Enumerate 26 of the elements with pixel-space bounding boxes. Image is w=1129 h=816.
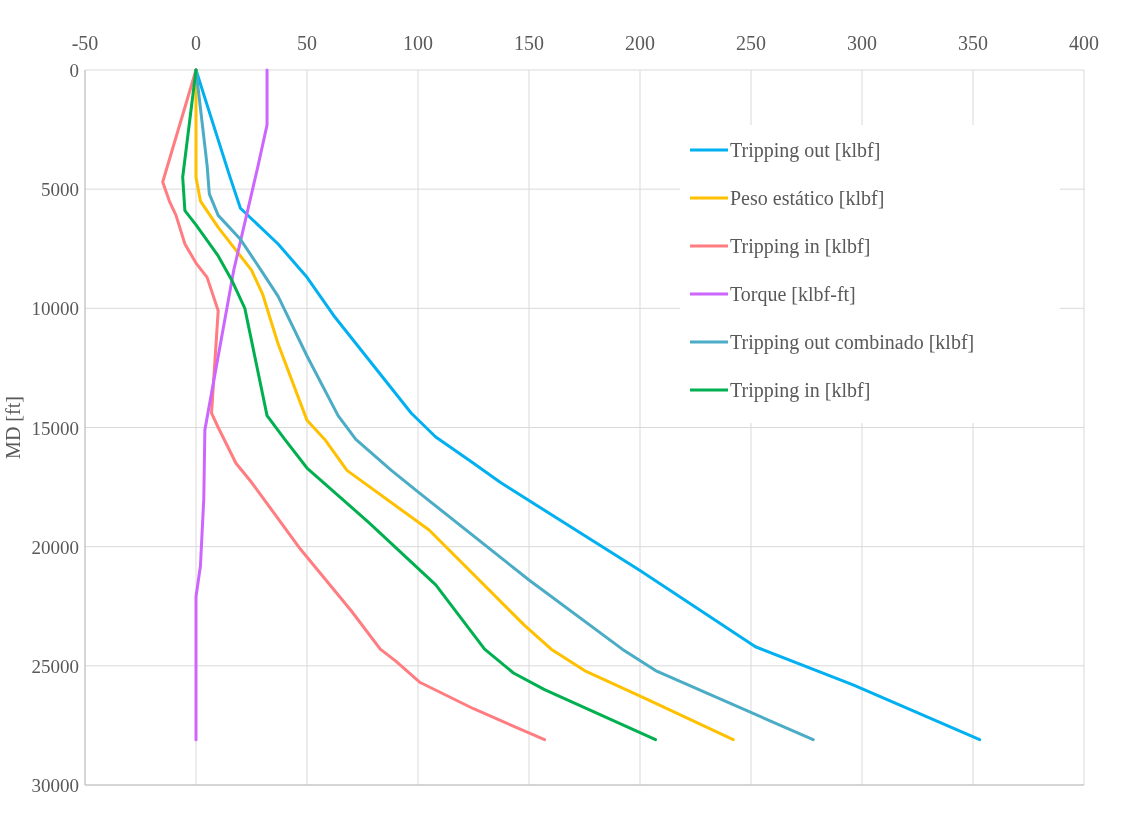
x-tick-label: 350 — [958, 32, 988, 54]
x-tick-label: 150 — [514, 32, 544, 54]
x-tick-label: 200 — [625, 32, 655, 54]
x-tick-label: 400 — [1069, 32, 1099, 54]
legend-label: Peso estático [klbf] — [730, 187, 885, 209]
legend-label: Tripping in [klbf] — [730, 379, 871, 402]
legend-label: Tripping out [klbf] — [730, 139, 881, 162]
y-tick-label: 15000 — [31, 417, 79, 439]
y-axis-title: MD [ft] — [2, 396, 24, 459]
x-tick-label: 300 — [847, 32, 877, 54]
y-tick-label: 5000 — [41, 179, 79, 201]
y-tick-label: 10000 — [31, 298, 79, 320]
legend-label: Tripping out combinado [klbf] — [730, 331, 975, 354]
y-tick-label: 30000 — [31, 775, 79, 796]
x-tick-label: 250 — [736, 32, 766, 54]
x-tick-label: 100 — [403, 32, 433, 54]
y-tick-label: 0 — [69, 60, 79, 81]
y-tick-label: 25000 — [31, 655, 79, 677]
line-series — [194, 68, 269, 742]
x-tick-label: -50 — [71, 32, 99, 54]
legend-label: Torque [klbf-ft] — [730, 283, 856, 306]
x-tick-label: 0 — [191, 32, 201, 54]
y-tick-label: 20000 — [31, 536, 79, 558]
x-tick-label: 50 — [297, 32, 317, 54]
line-series — [181, 68, 658, 742]
legend-label: Tripping in [klbf] — [730, 235, 871, 258]
